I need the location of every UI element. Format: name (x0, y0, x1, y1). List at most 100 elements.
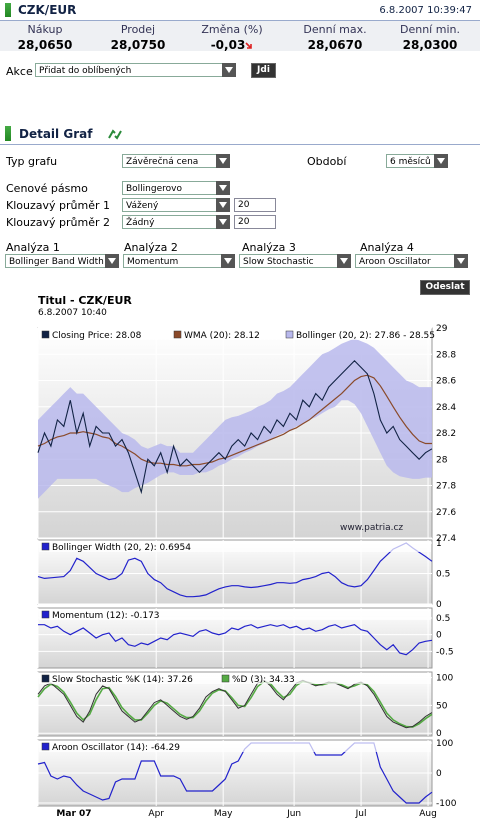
price-chart: Titul - CZK/EUR 6.8.2007 10:40 27.4 27.6 2… (37, 294, 457, 819)
main-panel-tick-label: 28.8 (436, 350, 456, 360)
action-label: Akce (6, 65, 33, 78)
refresh-icon[interactable] (108, 129, 122, 140)
indicator-panel-1-tick-label: 0 (436, 600, 442, 610)
chart-type-value: Závěrečná cena (126, 157, 199, 167)
main-panel-tick-label: 29 (436, 324, 448, 334)
analysis-3-select[interactable]: Slow Stochastic (239, 254, 351, 268)
chart-type-label: Typ grafu (6, 155, 58, 168)
quote-day-low: Denní min. 28,0300 (385, 23, 475, 52)
legend-entry: Slow Stochastic %K (14): 37.26 (52, 675, 193, 685)
legend-swatch (173, 330, 182, 339)
period-value: 6 měsíců (390, 157, 431, 167)
submit-button[interactable]: Odeslat (420, 280, 470, 295)
indicator-legend-background (39, 609, 431, 620)
chevron-down-icon[interactable] (337, 254, 351, 268)
quote-day-high: Denní max. 28,0670 (290, 23, 380, 52)
main-panel-tick-label: 28.4 (436, 403, 456, 413)
chevron-down-icon[interactable] (216, 181, 230, 195)
main-panel-tick-label: 27.8 (436, 482, 456, 492)
chevron-down-icon[interactable] (221, 254, 235, 268)
main-panel-tick-label: 28 (436, 455, 448, 465)
closing-price-line (37, 360, 433, 495)
quote-value: 28,0650 (17, 38, 73, 52)
legend-entry: Aroon Oscillator (14): -64.29 (52, 743, 180, 753)
x-tick-label: Jul (355, 809, 367, 819)
chevron-down-icon[interactable] (222, 63, 236, 77)
detail-graph-header: Detail Graf (0, 124, 480, 145)
quote-value: 28,0750 (110, 38, 166, 52)
indicator-panel-1-tick-label: 0.5 (436, 570, 450, 580)
legend-entry: Bollinger (20, 2): 27.86 - 28.55 (296, 331, 435, 341)
analysis-2-label: Analýza 2 (124, 241, 178, 254)
action-select[interactable]: Přidat do oblíbených (35, 63, 236, 77)
indicator-panel-3-tick-label: 50 (436, 701, 448, 711)
quote-change: Změna (%) -0,03 (187, 23, 277, 52)
indicator-legend-background (39, 741, 431, 752)
chart-title: Titul - CZK/EUR (38, 294, 132, 307)
quote-timestamp: 6.8.2007 10:39:47 (379, 5, 472, 16)
section-marker-icon (5, 126, 11, 141)
analysis-4-value: Aroon Oscillator (359, 257, 431, 267)
analysis-1-select[interactable]: Bollinger Band Width (5, 254, 119, 268)
ma1-select[interactable]: Vážený (122, 198, 230, 212)
quote-label: Nákup (27, 23, 63, 36)
quote-ask: Prodej 28,0750 (93, 23, 183, 52)
action-select-value: Přidat do oblíbených (39, 66, 132, 76)
indicator-panel-3-tick-label: 0 (436, 729, 442, 739)
chevron-down-icon[interactable] (216, 198, 230, 212)
down-arrow-icon (245, 42, 253, 49)
indicator-1-line (37, 542, 433, 598)
analysis-2-value: Momentum (127, 257, 179, 267)
x-tick-label: Aug (419, 809, 437, 819)
quote-label: Změna (%) (201, 23, 263, 36)
header-marker-icon (5, 3, 11, 17)
indicator-panel-2-tick-label: 0 (436, 631, 442, 641)
quote-label: Prodej (120, 23, 156, 36)
indicator-3-line-d (37, 680, 433, 728)
watermark: www.patria.cz (340, 523, 403, 533)
period-select[interactable]: 6 měsíců (386, 154, 448, 168)
main-panel-tick-label: 27.6 (436, 508, 456, 518)
instrument-header: CZK/EUR 6.8.2007 10:39:47 (0, 0, 480, 21)
x-tick-label: May (214, 809, 233, 819)
legend-entry: %D (3): 34.33 (232, 675, 295, 685)
legend-entry: Bollinger Width (20, 2): 0.6954 (52, 543, 191, 553)
quote-table: Nákup 28,0650 Prodej 28,0750 Změna (%) -… (0, 21, 480, 52)
main-legend-background (39, 329, 431, 340)
x-tick-label: Jun (286, 809, 301, 819)
legend-swatch (41, 742, 50, 751)
quote-label: Denní max. (303, 23, 367, 36)
legend-entry: WMA (20): 28.12 (184, 331, 260, 341)
chevron-down-icon[interactable] (105, 254, 119, 268)
band-select[interactable]: Bollingerovo (122, 181, 230, 195)
legend-swatch (285, 330, 294, 339)
chevron-down-icon[interactable] (434, 154, 448, 168)
period-label: Období (307, 155, 347, 168)
analysis-3-label: Analýza 3 (242, 241, 296, 254)
analysis-4-select[interactable]: Aroon Oscillator (355, 254, 468, 268)
wma-line (37, 374, 432, 467)
ma1-period-input[interactable]: 20 (234, 198, 276, 212)
quote-label: Denní min. (400, 23, 460, 36)
ma2-select[interactable]: Žádný (122, 215, 230, 229)
band-label: Cenové pásmo (6, 182, 88, 195)
chevron-down-icon[interactable] (216, 215, 230, 229)
ma1-label: Klouzavý průměr 1 (6, 199, 110, 212)
band-value: Bollingerovo (126, 184, 182, 194)
x-tick-label: Mar 07 (56, 809, 91, 819)
analysis-2-select[interactable]: Momentum (123, 254, 235, 268)
ma2-period-input[interactable]: 20 (234, 215, 276, 229)
indicator-legend-background (39, 541, 431, 552)
chart-type-select[interactable]: Závěrečná cena (122, 154, 230, 168)
indicator-2-line (38, 624, 433, 656)
main-panel-tick-label: 28.6 (436, 377, 456, 387)
analysis-4-label: Analýza 4 (360, 241, 414, 254)
main-panel-tick-label: 27.4 (436, 534, 456, 544)
quote-bid: Nákup 28,0650 (0, 23, 90, 52)
legend-swatch (41, 330, 50, 339)
chevron-down-icon[interactable] (216, 154, 230, 168)
main-panel-tick-label: 28.2 (436, 429, 456, 439)
chevron-down-icon[interactable] (454, 254, 468, 268)
go-button[interactable]: Jdi (251, 63, 276, 78)
chart-date: 6.8.2007 10:40 (38, 308, 107, 318)
